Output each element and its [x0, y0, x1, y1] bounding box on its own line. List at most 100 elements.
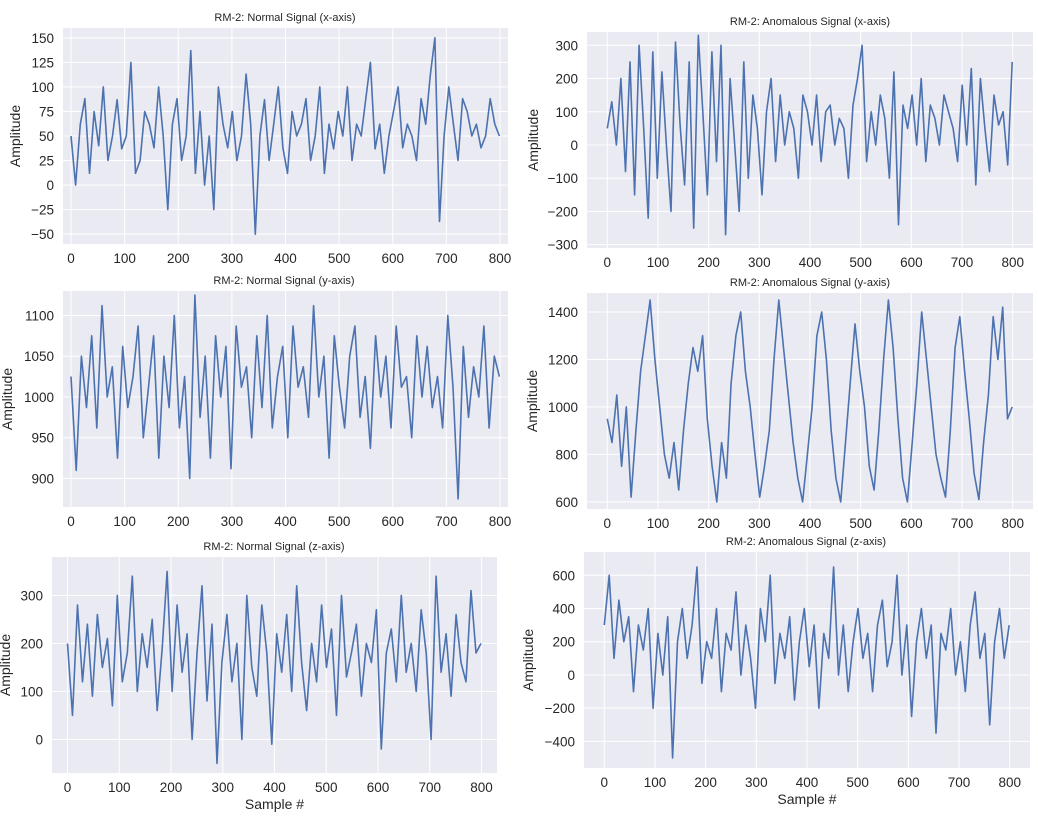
x-tick-label: 200	[694, 775, 717, 790]
x-tick-label: 300	[221, 514, 244, 529]
y-axis-label: Amplitude	[520, 629, 536, 691]
series-line	[606, 34, 1013, 236]
x-tick-label: 800	[489, 514, 512, 529]
x-tick-label: 400	[263, 780, 286, 795]
y-tick-label: 50	[39, 129, 54, 144]
x-tick-label: 400	[274, 251, 297, 266]
chart-title: RM-2: Anomalous Signal (x-axis)	[730, 16, 890, 28]
x-tick-label: 0	[601, 775, 609, 790]
y-tick-label: 800	[555, 447, 578, 462]
series-line	[70, 294, 501, 500]
x-tick-label: 500	[849, 255, 872, 270]
x-axis-label: Sample #	[245, 796, 304, 812]
chart-title: RM-2: Normal Signal (y-axis)	[213, 275, 354, 287]
x-tick-label: 700	[948, 775, 971, 790]
y-tick-label: 1000	[24, 390, 54, 405]
chart-title: RM-2: Anomalous Signal (z-axis)	[726, 536, 886, 548]
x-tick-label: 600	[897, 775, 920, 790]
y-tick-label: 25	[39, 154, 54, 169]
x-tick-label: 600	[381, 514, 404, 529]
x-tick-label: 700	[951, 516, 974, 531]
x-tick-label: 500	[328, 251, 351, 266]
y-tick-label: 0	[567, 668, 575, 683]
y-tick-label: 200	[555, 72, 578, 87]
y-tick-label: 0	[570, 138, 578, 153]
x-tick-label: 500	[849, 516, 872, 531]
y-tick-label: 100	[31, 80, 54, 95]
y-tick-label: −100	[548, 171, 578, 186]
x-tick-label: 0	[64, 780, 72, 795]
y-tick-label: 0	[46, 178, 54, 193]
y-tick-label: −200	[548, 204, 578, 219]
x-tick-label: 100	[113, 514, 136, 529]
y-tick-label: −200	[545, 701, 575, 716]
y-tick-label: −25	[31, 203, 54, 218]
x-tick-label: 200	[167, 251, 190, 266]
y-tick-label: 125	[31, 55, 54, 70]
x-tick-label: 300	[748, 255, 771, 270]
x-tick-label: 300	[748, 516, 771, 531]
x-tick-label: 800	[470, 780, 493, 795]
x-tick-label: 800	[489, 251, 512, 266]
y-tick-label: −400	[545, 734, 575, 749]
y-axis-label: Amplitude	[524, 370, 540, 432]
y-tick-label: 1050	[24, 349, 54, 364]
y-tick-label: 100	[20, 684, 43, 699]
x-tick-label: 100	[647, 516, 670, 531]
y-tick-label: 200	[20, 636, 43, 651]
x-tick-label: 0	[67, 514, 75, 529]
y-axis-label: Amplitude	[525, 109, 541, 171]
x-tick-label: 700	[418, 780, 441, 795]
subplot-anomalous-y: RM-2: Anomalous Signal (y-axis) 0 100 200 3…	[524, 277, 1033, 531]
x-tick-label: 400	[799, 516, 822, 531]
y-tick-label: 1100	[25, 308, 54, 323]
subplot-anomalous-z: RM-2: Anomalous Signal (z-axis) 0 100 200 3…	[520, 536, 1030, 807]
subplot-anomalous-x: RM-2: Anomalous Signal (x-axis) 0 100 200 3…	[525, 16, 1033, 270]
chart-title: RM-2: Normal Signal (z-axis)	[203, 541, 344, 553]
series-line	[70, 37, 501, 235]
y-tick-label: 0	[35, 732, 43, 747]
subplot-normal-y: RM-2: Normal Signal (y-axis) 0 100 200 300 4…	[0, 275, 511, 529]
x-tick-label: 500	[328, 514, 351, 529]
y-tick-label: 950	[31, 431, 54, 446]
x-tick-label: 0	[67, 251, 75, 266]
x-tick-label: 800	[998, 775, 1021, 790]
x-tick-label: 400	[796, 775, 819, 790]
y-tick-label: 150	[31, 31, 54, 46]
x-tick-label: 600	[900, 255, 923, 270]
x-tick-label: 100	[108, 780, 131, 795]
x-tick-label: 600	[381, 251, 404, 266]
y-tick-label: 600	[552, 568, 575, 583]
subplot-normal-x: RM-2: Normal Signal (x-axis) 0 100 200 300 4…	[7, 12, 511, 266]
x-tick-label: 0	[604, 255, 612, 270]
x-tick-label: 300	[745, 775, 768, 790]
y-tick-label: 200	[552, 635, 575, 650]
x-tick-label: 400	[274, 514, 297, 529]
x-tick-label: 800	[1001, 255, 1024, 270]
x-tick-label: 200	[160, 780, 183, 795]
chart-title: RM-2: Normal Signal (x-axis)	[214, 12, 355, 24]
x-tick-label: 500	[315, 780, 338, 795]
y-tick-label: 75	[39, 104, 54, 119]
y-axis-label: Amplitude	[7, 105, 23, 167]
x-tick-label: 100	[647, 255, 670, 270]
y-axis-label: Amplitude	[0, 368, 15, 430]
x-tick-label: 300	[221, 251, 244, 266]
subplot-normal-z: RM-2: Normal Signal (z-axis) 0 100 200 300 4…	[0, 541, 497, 812]
y-tick-label: −300	[548, 238, 578, 253]
x-tick-label: 700	[951, 255, 974, 270]
series-line	[603, 566, 1010, 759]
x-tick-label: 100	[644, 775, 667, 790]
y-tick-label: 900	[31, 471, 54, 486]
y-tick-label: 600	[555, 495, 578, 510]
x-axis-label: Sample #	[777, 791, 836, 807]
x-tick-label: 600	[900, 516, 923, 531]
chart-title: RM-2: Anomalous Signal (y-axis)	[730, 277, 890, 289]
x-tick-label: 400	[799, 255, 822, 270]
y-tick-label: 300	[20, 588, 43, 603]
y-tick-label: 100	[555, 105, 578, 120]
y-tick-label: −50	[31, 227, 54, 242]
series-line	[66, 570, 482, 765]
series-line	[606, 299, 1013, 503]
